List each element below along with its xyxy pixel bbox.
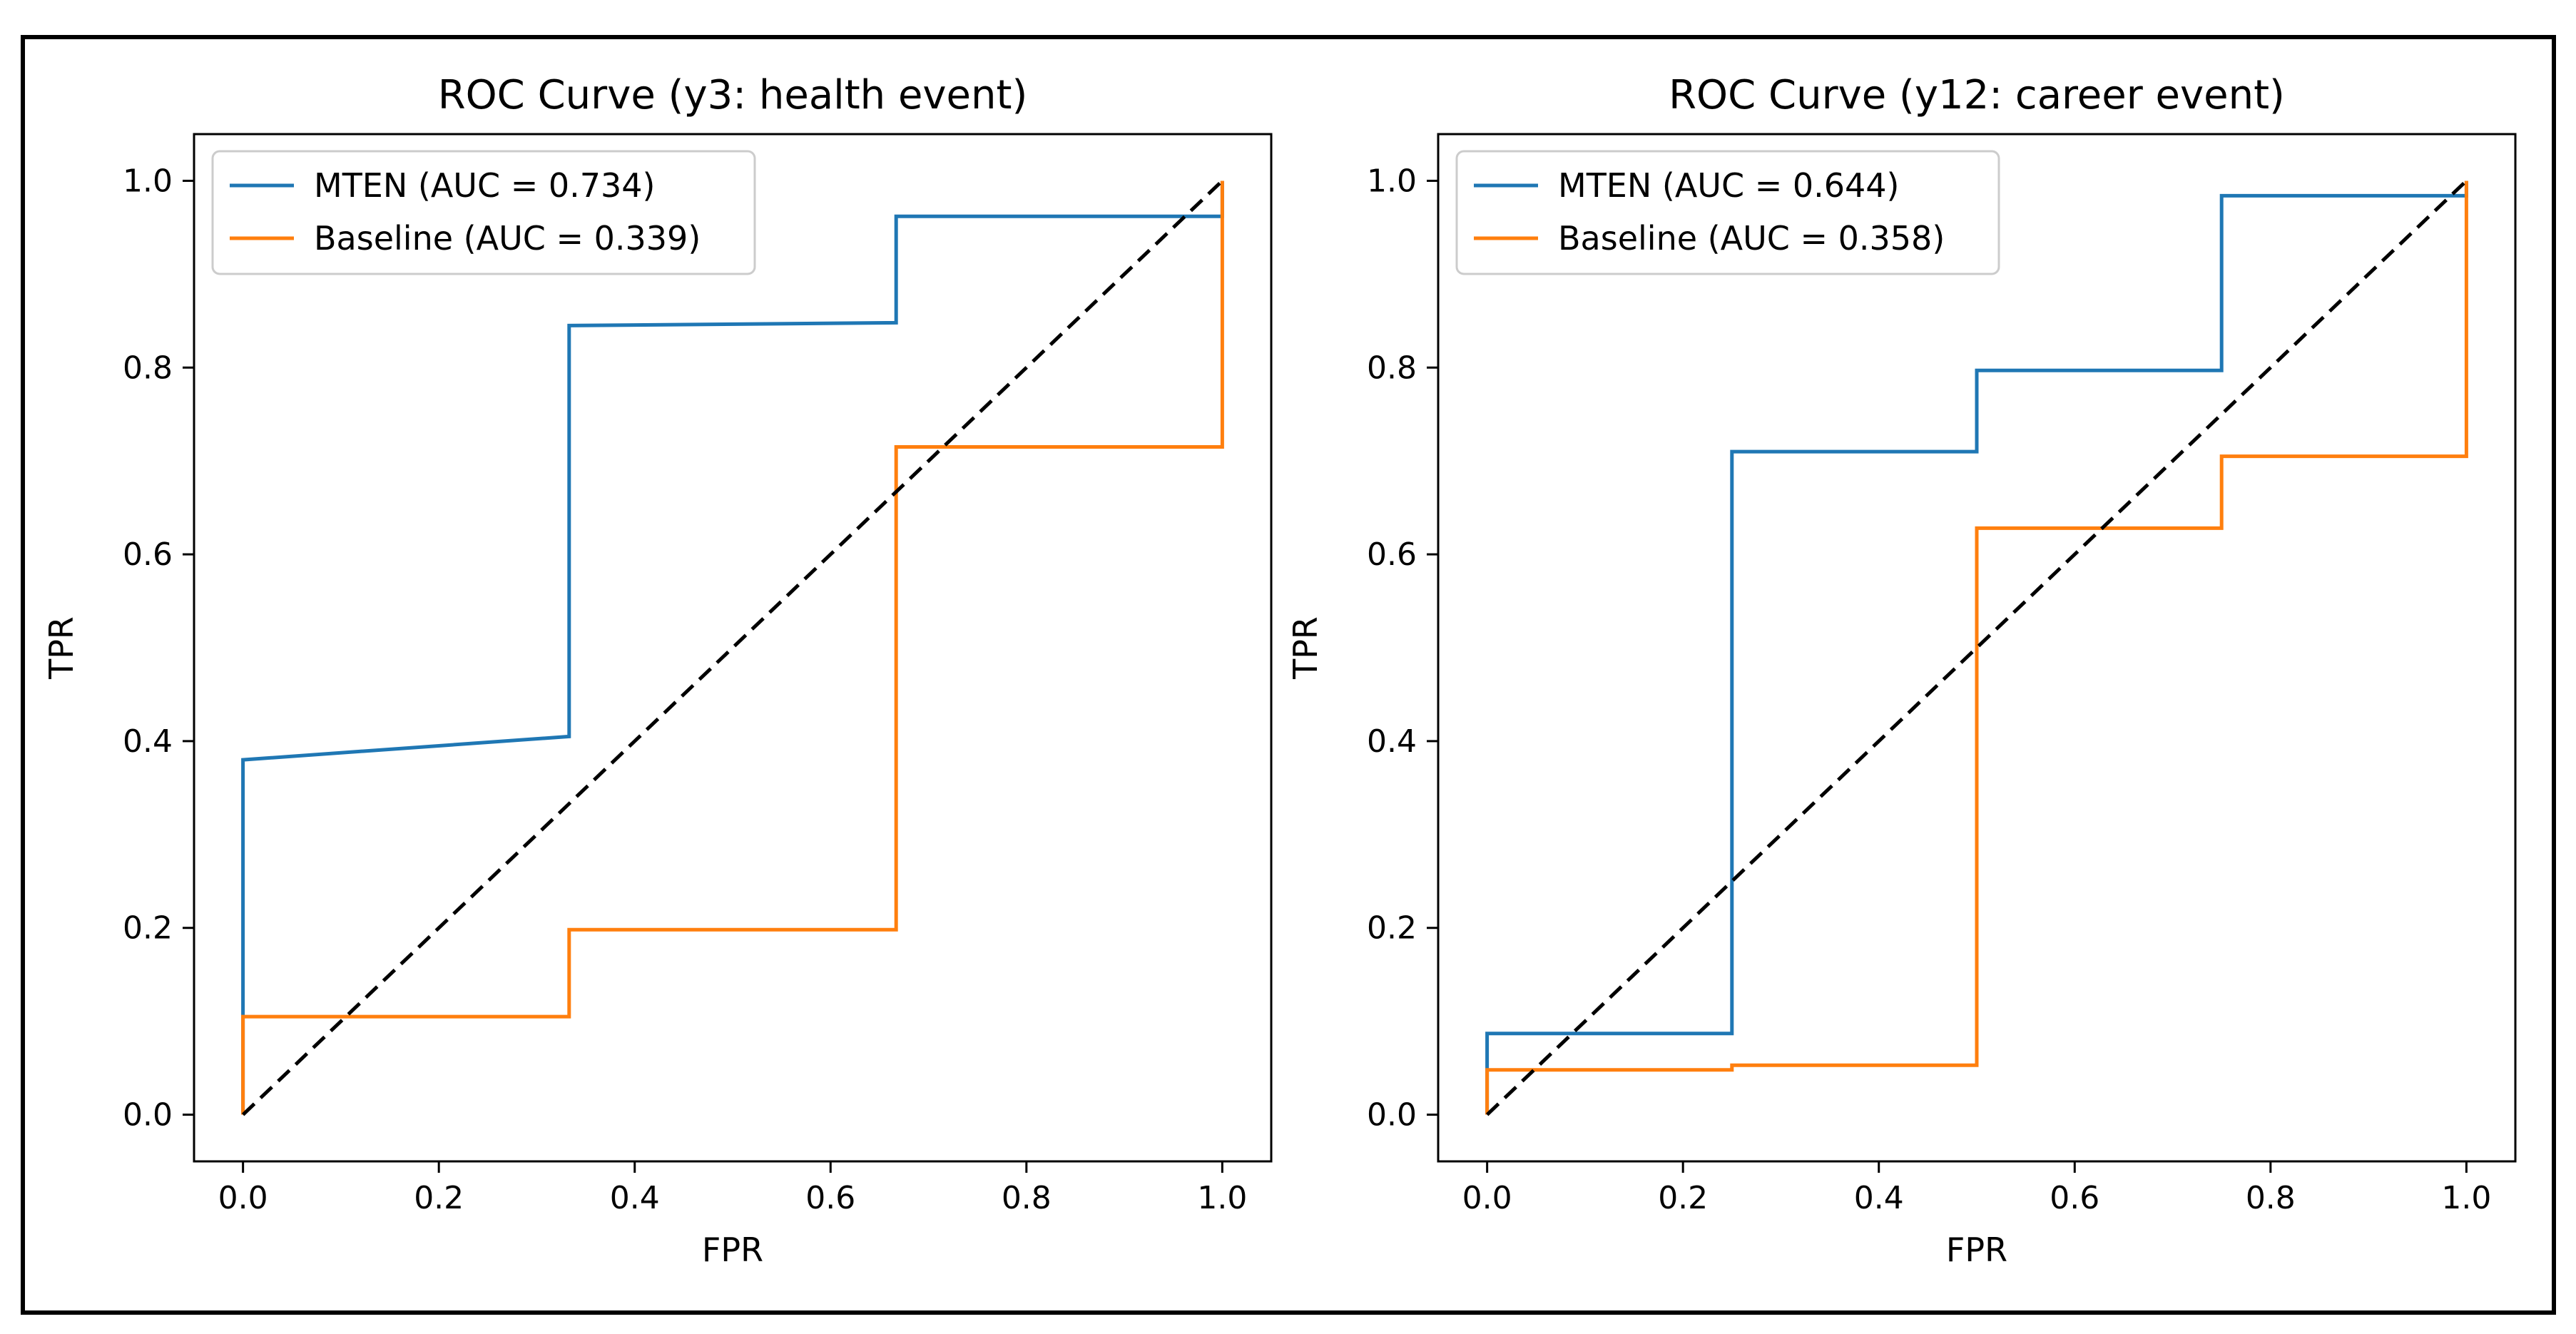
chart-0-xtick-label: 0.4	[610, 1180, 660, 1216]
chart-1-ylabel: TPR	[1286, 616, 1325, 680]
chart-0-axes-frame	[193, 133, 1273, 1163]
chart-1-series-1-line	[1485, 180, 2468, 1115]
chart-1-ytick-label: 0.2	[1367, 910, 1417, 947]
roc-panel-career: ROC Curve (y12: career event) 0.0 0.2 0.4 0.…	[1286, 72, 2517, 1269]
chart-0-ytick-label: 0.0	[123, 1097, 173, 1134]
chart-0-series-0-line	[241, 180, 1224, 1115]
chart-0-xtick-label: 1.0	[1197, 1180, 1247, 1216]
chart-0-xlabel: FPR	[702, 1231, 763, 1269]
chart-1-ytick-label: 0.6	[1367, 536, 1417, 573]
chart-1-ytick-label: 1.0	[1367, 163, 1417, 199]
chart-0-legend-box	[211, 150, 756, 275]
chart-1-chance-diagonal	[1485, 179, 2468, 1116]
chart-0-ytick-label: 0.2	[123, 910, 173, 947]
chart-0-title: ROC Curve (y3: health event)	[438, 72, 1028, 118]
chart-0-legend-label-1: Baseline (AUC = 0.339)	[314, 219, 701, 258]
chart-0-ytick-label: 1.0	[123, 163, 173, 199]
chart-0-xtick-label: 0.2	[414, 1180, 464, 1216]
chart-0-xtick-label: 0.0	[218, 1180, 268, 1216]
chart-0-plot-area	[241, 179, 1224, 1116]
chart-1-xtick-label: 0.8	[2246, 1180, 2296, 1216]
chart-0-ytick-label: 0.4	[123, 723, 173, 760]
chart-1-ytick-label: 0.4	[1367, 723, 1417, 760]
chart-0-ylabel: TPR	[42, 616, 81, 680]
chart-0-ytick-label: 0.8	[123, 350, 173, 386]
roc-panel-health: ROC Curve (y3: health event) 0.0 0.2 0.4 0.6…	[42, 72, 1273, 1269]
chart-1-xtick-label: 1.0	[2441, 1180, 2491, 1216]
chart-1-xtick-label: 0.0	[1462, 1180, 1512, 1216]
chart-0-series-1-line	[241, 180, 1224, 1115]
chart-1-legend-label-0: MTEN (AUC = 0.644)	[1558, 166, 1900, 205]
chart-1-series-0-line	[1485, 180, 2468, 1115]
chart-1-xlabel: FPR	[1946, 1231, 2007, 1269]
chart-1-ytick-label: 0.0	[1367, 1097, 1417, 1134]
chart-0-chance-diagonal	[241, 179, 1224, 1116]
chart-1-title: ROC Curve (y12: career event)	[1669, 72, 2285, 118]
chart-1-plot-area	[1485, 179, 2468, 1116]
chart-1-ytick-label: 0.8	[1367, 350, 1417, 386]
chart-0-xtick-label: 0.8	[1002, 1180, 1052, 1216]
chart-1-xtick-label: 0.6	[2050, 1180, 2099, 1216]
chart-0-ytick-label: 0.6	[123, 536, 173, 573]
chart-0-legend-label-0: MTEN (AUC = 0.734)	[314, 166, 656, 205]
chart-0-xtick-label: 0.6	[805, 1180, 855, 1216]
chart-1-xtick-label: 0.4	[1854, 1180, 1904, 1216]
chart-1-xtick-label: 0.2	[1658, 1180, 1708, 1216]
chart-1-axes-frame	[1437, 133, 2517, 1163]
chart-1-legend-label-1: Baseline (AUC = 0.358)	[1558, 219, 1945, 258]
chart-1-legend-box	[1455, 150, 2000, 275]
